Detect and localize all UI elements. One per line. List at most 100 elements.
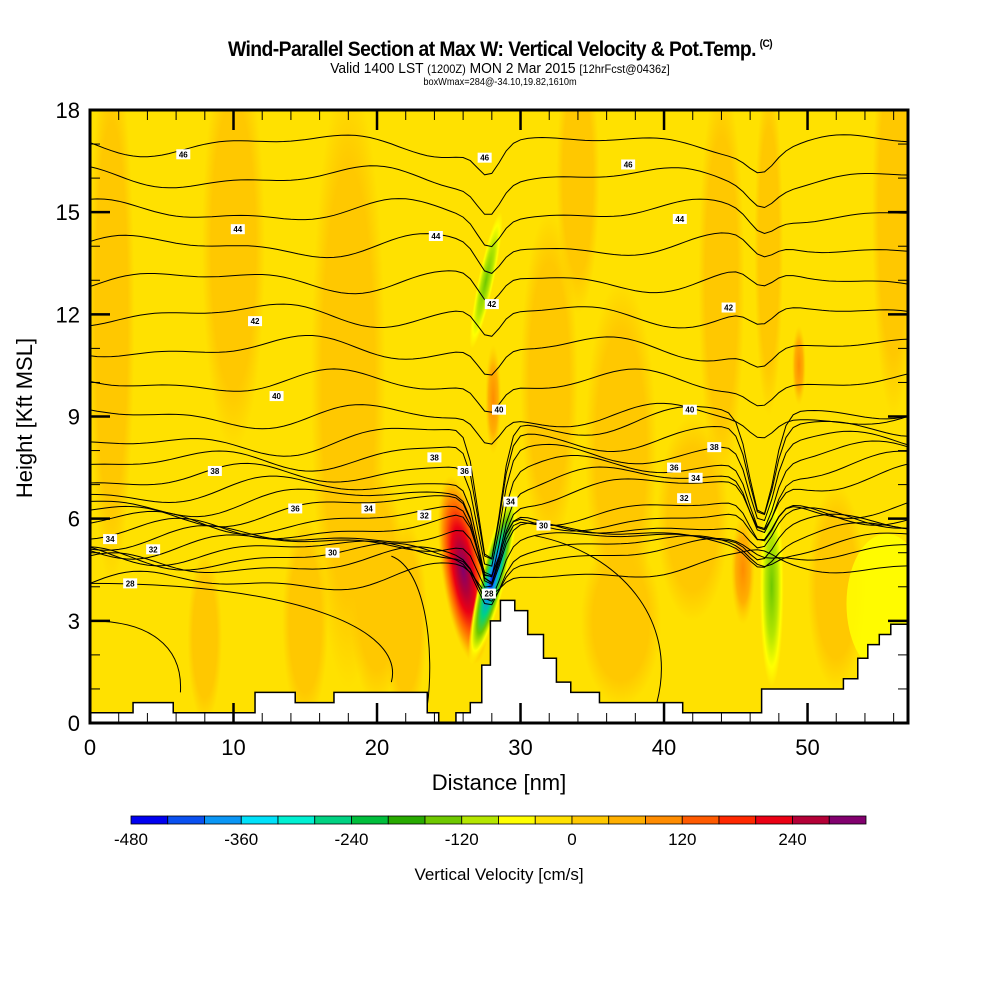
x-axis-label: Distance [nm]	[432, 770, 567, 795]
contour-label: 34	[106, 535, 115, 544]
colorbar-segment	[167, 815, 205, 825]
theta-contour	[534, 535, 662, 703]
x-tick-label: 0	[84, 735, 96, 760]
contour-label-bg	[682, 404, 697, 415]
contour-label: 42	[724, 304, 733, 313]
colorbar-segment	[755, 815, 793, 825]
theta-contour	[90, 420, 908, 560]
contour-label-bg	[207, 465, 222, 476]
valid-date: MON 2 Mar 2015	[469, 60, 576, 77]
contour-label-bg	[325, 547, 340, 558]
upper-updraft	[485, 344, 502, 455]
contour-label-bg	[417, 510, 432, 521]
colorbar-segment	[130, 815, 169, 825]
theta-contour	[90, 198, 908, 248]
contour-label-bg	[477, 152, 492, 163]
contour-label: 40	[685, 406, 694, 415]
contour-label-bg	[707, 442, 722, 453]
colorbar-tick-label: 240	[778, 830, 806, 849]
colorbar-segment	[277, 815, 316, 825]
contour-label-bg	[428, 231, 443, 242]
theta-contour	[90, 450, 908, 586]
secondary-downdraft	[759, 486, 784, 687]
contour-label: 38	[710, 443, 719, 452]
contour-label: 28	[126, 579, 135, 588]
theta-contour	[90, 522, 908, 600]
contour-label: 42	[251, 317, 260, 326]
colorbar-segment	[498, 815, 536, 825]
colorbar-segment	[314, 815, 352, 825]
colorbar-tick-label: 120	[668, 830, 696, 849]
upper-updraft-right	[791, 325, 806, 406]
x-tick-label: 50	[795, 735, 819, 760]
contour-label-bg	[621, 159, 636, 170]
contour-label-bg	[536, 520, 551, 531]
velocity-patch	[698, 110, 745, 485]
contour-label: 32	[680, 494, 689, 503]
velocity-patch	[807, 484, 865, 689]
theta-contour	[90, 532, 908, 606]
colorbar-tick-label: -120	[445, 830, 479, 849]
contour-label-bg	[288, 503, 303, 514]
chart-title: Wind-Parallel Section at Max W: Vertical…	[40, 38, 960, 62]
contour-label-bg	[248, 316, 263, 327]
velocity-patch	[520, 212, 578, 553]
contour-label: 46	[624, 160, 633, 169]
theta-contours	[90, 134, 908, 707]
theta-contour	[90, 502, 908, 584]
contour-label-bg	[492, 404, 506, 415]
colorbar-segment	[534, 815, 573, 825]
colorbar-segment	[240, 815, 279, 825]
y-tick-label: 3	[68, 609, 80, 634]
theta-contour	[90, 303, 908, 337]
colorbar-segment	[608, 815, 646, 825]
y-tick-label: 9	[68, 405, 80, 430]
contour-label: 34	[506, 498, 515, 507]
colorbar: -480 -360 -240 -120 0 120 240	[114, 815, 867, 849]
contour-label: 42	[487, 300, 496, 309]
y-tick-label: 6	[68, 507, 80, 532]
colorbar-segment	[718, 815, 757, 825]
colorbar-tick-label: -480	[114, 830, 148, 849]
velocity-patch	[201, 110, 266, 451]
contour-label-bg	[146, 544, 161, 555]
contour-label-bg	[176, 149, 191, 160]
secondary-updraft	[730, 514, 755, 625]
velocity-patch	[282, 518, 329, 723]
colorbar-tick-label: -240	[334, 830, 368, 849]
contour-label: 36	[291, 504, 300, 513]
colorbar-segment	[351, 815, 389, 825]
contour-label-bg	[457, 465, 472, 476]
contour-label-bg	[677, 493, 692, 504]
theta-contour	[90, 402, 908, 445]
chart-subtitle: Valid 1400 LST (1200Z) MON 2 Mar 2015 [1…	[40, 60, 960, 77]
contour-labels: 46 46 46 44 44 44 42 42 42 40 40 40 38 38 38 36 36 36 34 34…	[103, 149, 736, 599]
y-axis-label: Height [Kft MSL]	[12, 338, 37, 498]
theta-contour	[90, 513, 908, 588]
theta-contour	[90, 368, 908, 413]
theta-contour	[90, 270, 908, 303]
contour-label: 40	[495, 406, 504, 415]
box-info: boxWmax=284@-34.10,19.82,1610m	[423, 77, 577, 88]
theta-contour	[90, 430, 908, 567]
x-tick-label: 20	[365, 735, 389, 760]
theta-contour	[90, 134, 908, 176]
velocity-patch	[384, 518, 428, 723]
contour-label-bg	[230, 224, 245, 235]
velocity-patch	[90, 110, 135, 587]
forecast-info: [12hrFcst@0436z]	[579, 62, 670, 76]
colorbar-segment	[645, 815, 683, 825]
theta-contour	[90, 582, 394, 683]
contour-label: 44	[233, 225, 242, 234]
colorbar-segment	[387, 815, 426, 825]
colorbar-segment	[461, 815, 499, 825]
contour-label: 38	[430, 453, 439, 462]
contour-label: 30	[328, 549, 337, 558]
contour-label-bg	[427, 452, 442, 463]
contour-label: 46	[179, 150, 188, 159]
plot-area: 46 46 46 44 44 44 42 42 42 40 40 40 38 38 38 36 36 36 34 34…	[90, 110, 908, 723]
colorbar-segment	[424, 815, 463, 825]
contour-label: 44	[431, 232, 440, 241]
